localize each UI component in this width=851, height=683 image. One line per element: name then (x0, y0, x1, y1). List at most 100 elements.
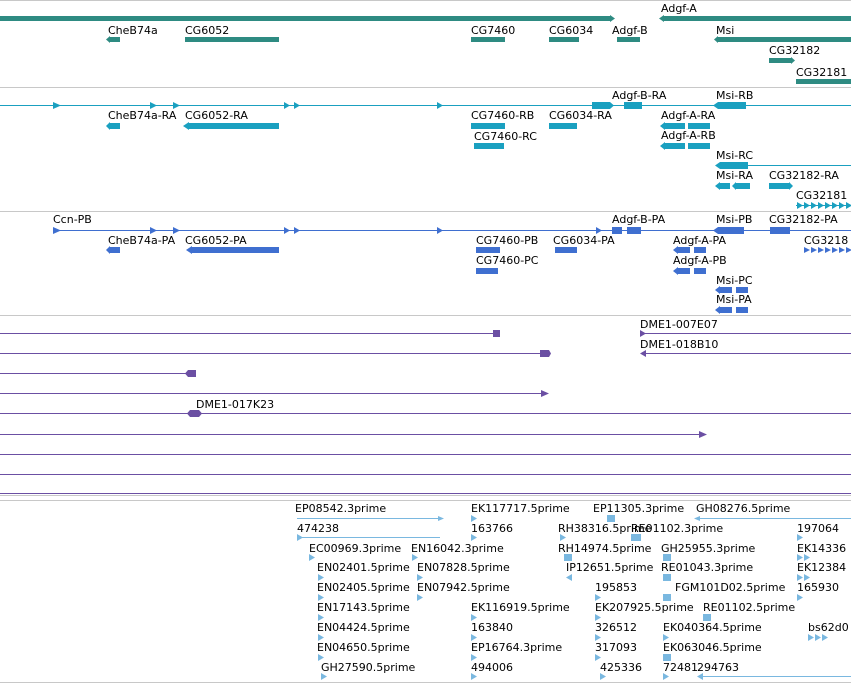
est-marker[interactable] (471, 515, 477, 522)
est-marker[interactable] (318, 594, 324, 601)
transcript-exon[interactable] (549, 123, 577, 129)
transcript-exon[interactable] (110, 123, 120, 129)
protein-exon[interactable] (694, 268, 706, 274)
protein-exon[interactable] (612, 227, 622, 234)
est-marker[interactable] (471, 534, 477, 541)
est-marker[interactable] (631, 534, 641, 541)
gene-feature[interactable] (664, 16, 851, 21)
transcript-exon[interactable] (474, 143, 504, 149)
est-marker[interactable] (595, 634, 601, 641)
protein-label: CG6034-PA (553, 234, 615, 247)
est-marker[interactable] (564, 554, 572, 561)
est-marker[interactable] (797, 574, 803, 581)
est-marker[interactable] (417, 594, 423, 601)
est-marker[interactable] (471, 614, 477, 621)
gene-feature[interactable] (769, 58, 791, 63)
protein-exon[interactable] (192, 247, 279, 253)
est-marker[interactable] (663, 673, 669, 680)
est-marker[interactable] (804, 554, 810, 561)
est-marker[interactable] (595, 594, 601, 601)
gene-feature[interactable] (549, 37, 579, 42)
transcript-track (0, 102, 851, 209)
est-marker[interactable] (471, 634, 477, 641)
gene-label: CG6034 (549, 24, 593, 37)
protein-label: CG3218 (804, 234, 848, 247)
protein-exon[interactable] (720, 307, 732, 313)
gene-feature[interactable] (796, 79, 851, 84)
transcript-exon[interactable] (718, 102, 746, 109)
protein-label: Msi-PA (716, 293, 752, 306)
est-marker[interactable] (822, 634, 828, 641)
protein-exon[interactable] (678, 268, 690, 274)
gene-label: Msi (716, 24, 734, 37)
transcript-exon[interactable] (624, 102, 642, 109)
est-marker[interactable] (808, 634, 814, 641)
transcript-exon[interactable] (688, 123, 710, 129)
clone-end-marker (699, 431, 707, 438)
est-marker[interactable] (566, 574, 572, 581)
est-marker[interactable] (663, 634, 669, 641)
est-marker[interactable] (321, 673, 327, 680)
est-label: 317093 (595, 641, 637, 654)
est-marker[interactable] (600, 673, 606, 680)
protein-exon[interactable] (678, 247, 690, 253)
transcript-label: CG7460-RC (474, 130, 537, 143)
est-marker[interactable] (471, 654, 477, 661)
gene-feature[interactable] (617, 37, 640, 42)
est-marker[interactable] (804, 574, 810, 581)
protein-label: Adgf-A-PA (673, 234, 726, 247)
est-marker[interactable] (797, 594, 803, 601)
transcript-exon[interactable] (720, 183, 730, 189)
clone-end-marker (541, 390, 549, 397)
est-marker[interactable] (663, 654, 671, 661)
protein-exon[interactable] (720, 287, 732, 293)
protein-exon[interactable] (476, 268, 498, 274)
transcript-exon[interactable] (471, 123, 505, 129)
gene-feature[interactable] (718, 37, 851, 42)
transcript-exon[interactable] (189, 123, 279, 129)
exon-arrow-icon (673, 267, 678, 275)
gene-feature[interactable] (0, 16, 610, 21)
protein-exon[interactable] (718, 227, 744, 234)
est-marker[interactable] (797, 554, 803, 561)
est-marker[interactable] (560, 534, 566, 541)
protein-exon[interactable] (694, 247, 706, 253)
transcript-label: CheB74a-RA (108, 109, 177, 122)
est-marker[interactable] (318, 654, 324, 661)
est-marker[interactable] (309, 554, 315, 561)
est-marker[interactable] (318, 614, 324, 621)
est-marker[interactable] (703, 614, 711, 621)
est-marker[interactable] (595, 654, 601, 661)
transcript-exon[interactable] (688, 143, 710, 149)
est-marker[interactable] (607, 515, 615, 522)
est-marker[interactable] (815, 634, 821, 641)
est-marker[interactable] (318, 574, 324, 581)
est-marker[interactable] (412, 554, 418, 561)
protein-exon[interactable] (555, 247, 577, 253)
transcript-exon[interactable] (736, 183, 750, 189)
protein-exon[interactable] (736, 307, 748, 313)
est-marker[interactable] (595, 614, 601, 621)
gene-label: CheB74a (108, 24, 158, 37)
est-marker[interactable] (417, 574, 423, 581)
protein-exon[interactable] (476, 247, 500, 253)
protein-exon[interactable] (627, 227, 641, 234)
est-marker[interactable] (663, 574, 671, 581)
transcript-exon[interactable] (665, 123, 685, 129)
est-marker[interactable] (318, 634, 324, 641)
est-marker[interactable] (797, 534, 803, 541)
protein-exon[interactable] (110, 247, 120, 253)
transcript-exon[interactable] (720, 162, 748, 169)
gene-feature[interactable] (185, 37, 279, 42)
gene-feature[interactable] (110, 37, 120, 42)
protein-exon[interactable] (736, 287, 748, 293)
gene-feature[interactable] (471, 37, 505, 42)
est-marker[interactable] (663, 594, 671, 601)
protein-exon[interactable] (770, 227, 790, 234)
transcript-exon[interactable] (592, 102, 610, 109)
est-marker[interactable] (471, 673, 477, 680)
clone-label: DME1-018B10 (640, 338, 718, 351)
est-marker[interactable] (663, 554, 671, 561)
transcript-exon[interactable] (665, 143, 685, 149)
transcript-exon[interactable] (769, 183, 789, 189)
